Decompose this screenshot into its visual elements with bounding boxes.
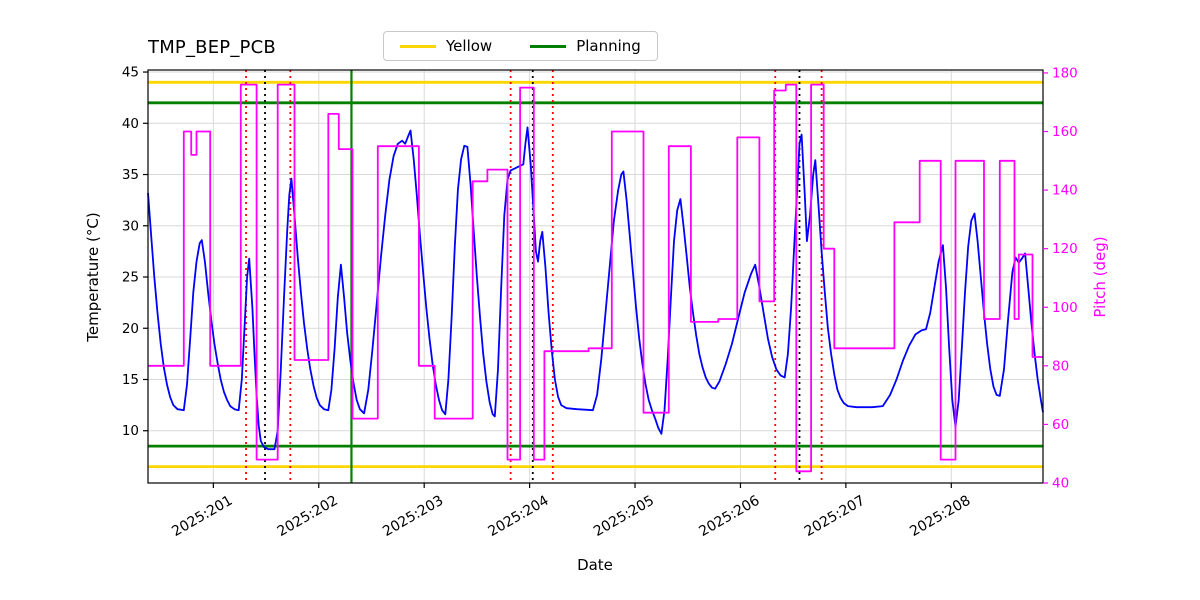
legend-item-yellow: Yellow [400, 37, 492, 55]
tick-label: 15 [122, 372, 139, 388]
plot-border [147, 69, 1044, 484]
y-axis-label-left: Temperature (°C) [84, 212, 102, 342]
legend-label-planning: Planning [576, 37, 641, 55]
event-marker-lines [245, 70, 823, 483]
grid-lines [148, 70, 1043, 483]
tick-label: 10 [122, 423, 139, 439]
x-axis-label: Date [577, 556, 613, 574]
tick-label: 100 [1052, 300, 1078, 316]
legend: Yellow Planning [383, 31, 658, 61]
tick-label: 2025:207 [802, 493, 868, 540]
y-axis-label-right: Pitch (deg) [1091, 236, 1109, 317]
axis-ticks [143, 71, 1048, 488]
tick-label: 120 [1052, 241, 1078, 257]
tick-labels: 10 15 20 25 30 35 40 45 40 60 80 100 120 140 160 180 202… [122, 65, 1078, 540]
chart-title: TMP_BEP_PCB [148, 37, 276, 58]
tick-label: 2025:205 [591, 493, 657, 540]
tick-label: 2025:202 [275, 493, 341, 540]
legend-label-yellow: Yellow [446, 37, 493, 55]
tick-label: 60 [1052, 417, 1069, 433]
tick-label: 35 [122, 167, 139, 183]
tick-label: 2025:206 [696, 493, 762, 540]
tick-label: 20 [122, 321, 139, 337]
tick-label: 40 [122, 116, 139, 132]
tick-label: 160 [1052, 124, 1078, 140]
tick-label: 2025:208 [907, 493, 973, 540]
tick-label: 2025:204 [486, 493, 552, 540]
tick-label: 80 [1052, 358, 1069, 374]
tick-label: 140 [1052, 183, 1078, 199]
tick-label: 25 [122, 270, 139, 286]
temperature-line [147, 126, 1044, 451]
tick-label: 45 [122, 65, 139, 81]
tick-label: 2025:201 [169, 493, 235, 540]
tick-label: 180 [1052, 65, 1078, 81]
tick-label: 2025:203 [380, 493, 446, 540]
tick-label: 40 [1052, 476, 1069, 492]
tick-label: 30 [122, 218, 139, 234]
legend-item-planning: Planning [530, 37, 641, 55]
pitch-line [148, 83, 1043, 473]
planning-line-sample [530, 44, 567, 48]
threshold-lines [148, 80, 1043, 469]
yellow-line-sample [400, 44, 436, 48]
